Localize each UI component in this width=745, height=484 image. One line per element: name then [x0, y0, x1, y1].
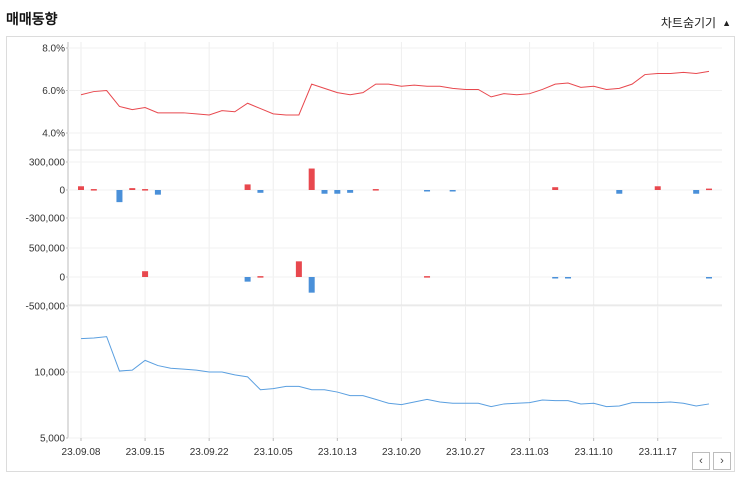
volume1-bar: [616, 190, 623, 194]
x-axis-tick-label: 23.09.08: [62, 447, 101, 458]
x-axis-tick-label: 23.10.20: [382, 447, 421, 458]
chart-area: [6, 36, 735, 472]
x-axis-tick-label: 23.10.27: [446, 447, 485, 458]
volume1-bar: [334, 190, 341, 194]
volume1-bar: [552, 187, 559, 190]
volume2-bar: [295, 261, 302, 277]
volume1-bar: [347, 190, 354, 193]
price-line: [80, 70, 710, 116]
volume1-bar: [129, 188, 136, 190]
volume1-bar: [321, 190, 328, 194]
holding-line: [80, 336, 710, 408]
volume2-bar: [552, 277, 559, 279]
price-axis-tick-label: 4.0%: [42, 129, 65, 140]
x-axis-tick-label: 23.11.03: [510, 447, 549, 458]
price-axis-tick-label: 6.0%: [42, 86, 65, 97]
volume1-bar: [78, 186, 84, 190]
volume2-axis-tick-label: 0: [59, 273, 65, 284]
volume1-axis-tick-label: -300,000: [26, 214, 66, 225]
volume1-bar: [154, 190, 161, 195]
hide-chart-toggle[interactable]: 차트숨기기 ▲: [661, 14, 731, 31]
volume2-bar: [424, 276, 431, 278]
x-axis-tick-label: 23.10.05: [254, 447, 293, 458]
volume2-bar: [257, 276, 264, 278]
holding-axis-tick-label: 5,000: [40, 434, 65, 445]
volume1-bar: [116, 190, 123, 203]
caret-up-icon: ▲: [722, 17, 731, 28]
volume1-axis-tick-label: 300,000: [29, 158, 66, 169]
volume2-bar: [565, 277, 572, 279]
volume2-bar: [308, 277, 315, 293]
hide-chart-label: 차트숨기기: [660, 16, 717, 30]
prev-button[interactable]: ‹: [692, 452, 710, 470]
x-axis-tick-label: 23.09.15: [126, 447, 165, 458]
volume1-bar: [372, 189, 379, 191]
page-title: 매매동향: [6, 11, 58, 27]
x-axis-tick-label: 23.10.13: [318, 447, 357, 458]
volume1-bar: [449, 190, 456, 192]
x-axis-tick-label: 23.11.10: [575, 447, 614, 458]
volume2-bar: [706, 277, 712, 279]
volume1-bar: [142, 189, 149, 191]
volume2-axis-tick-label: -500,000: [26, 302, 66, 313]
volume1-bar: [424, 190, 431, 192]
x-axis-tick-label: 23.11.17: [639, 447, 678, 458]
next-button[interactable]: ›: [713, 452, 731, 470]
volume2-bar: [142, 271, 149, 277]
volume1-bar: [257, 190, 264, 193]
price-axis-tick-label: 8.0%: [42, 44, 65, 55]
volume1-bar: [244, 184, 251, 190]
volume2-bar: [244, 277, 251, 282]
volume1-bar: [693, 190, 700, 194]
volume2-axis-tick-label: 500,000: [29, 244, 66, 255]
volume1-bar: [90, 189, 97, 191]
volume1-bar: [706, 188, 712, 191]
volume1-bar: [654, 186, 661, 190]
volume1-axis-tick-label: 0: [59, 186, 65, 197]
x-axis-tick-label: 23.09.22: [190, 447, 229, 458]
holding-axis-tick-label: 10,000: [34, 368, 65, 379]
volume1-bar: [308, 168, 315, 190]
